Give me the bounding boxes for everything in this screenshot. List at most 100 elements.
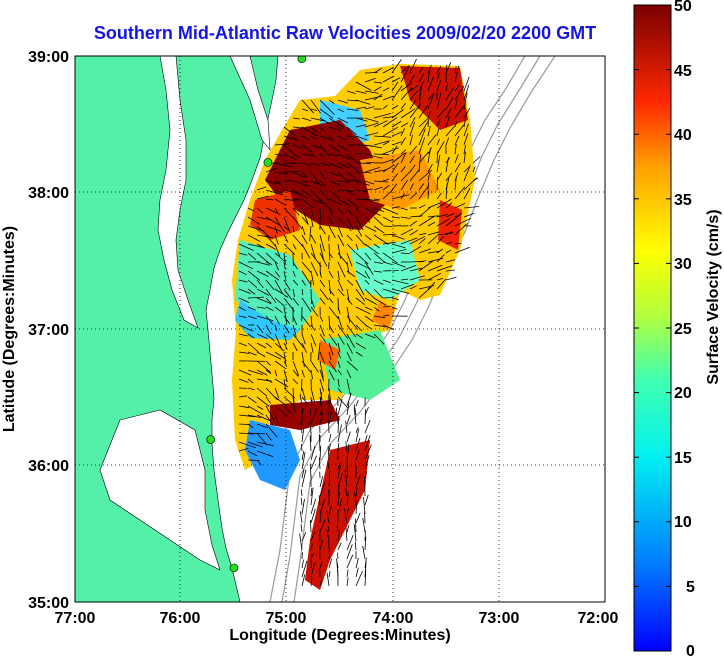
velocity-arrow xyxy=(301,469,305,479)
velocity-arrow xyxy=(373,180,389,183)
velocity-arrow xyxy=(364,306,373,311)
velocity-arrow xyxy=(310,369,313,380)
velocity-arrow xyxy=(265,342,273,348)
velocity-arrow xyxy=(301,189,311,196)
velocity-arrow xyxy=(427,172,430,182)
velocity-arrow xyxy=(310,288,312,304)
velocity-arrow xyxy=(418,216,435,227)
velocity-arrow xyxy=(391,141,402,146)
velocity-arrow xyxy=(265,432,272,441)
velocity-arrow xyxy=(337,99,348,104)
velocity-arrow xyxy=(445,214,461,227)
velocity-arrow xyxy=(346,216,354,231)
velocity-arrow xyxy=(310,306,319,317)
velocity-arrow xyxy=(454,105,465,119)
velocity-arrow xyxy=(310,99,321,114)
velocity-arrow xyxy=(400,264,417,272)
velocity-arrow xyxy=(418,232,427,236)
velocity-arrow xyxy=(346,443,350,461)
velocity-arrow xyxy=(265,414,274,425)
velocity-arrow xyxy=(364,288,375,299)
velocity-arrow xyxy=(265,180,283,185)
velocity-arrow xyxy=(445,269,455,272)
velocity-arrow xyxy=(292,144,303,149)
velocity-arrow xyxy=(265,198,274,201)
velocity-arrow xyxy=(265,225,282,232)
velocity-arrow xyxy=(418,128,426,146)
grid-lines xyxy=(75,56,605,602)
velocity-arrow xyxy=(409,192,418,200)
velocity-arrow xyxy=(454,135,460,146)
velocity-arrow xyxy=(265,369,272,375)
velocity-arrow xyxy=(400,207,408,211)
velocity-arrow xyxy=(382,178,390,182)
velocity-arrow xyxy=(310,171,321,186)
velocity-arrow xyxy=(310,117,324,122)
velocity-arrow xyxy=(337,396,349,409)
velocity-arrow xyxy=(382,184,390,191)
velocity-arrow xyxy=(310,126,318,133)
velocity-arrow xyxy=(427,190,430,200)
velocity-arrow xyxy=(418,204,426,209)
velocity-arrow xyxy=(337,369,342,376)
velocity-arrow xyxy=(265,324,272,335)
velocity-arrow xyxy=(317,342,321,361)
x-tick-label: 74:00 xyxy=(373,610,414,627)
velocity-arrow xyxy=(310,243,316,260)
velocity-arrow xyxy=(472,166,476,173)
velocity-arrow xyxy=(364,243,380,255)
velocity-arrow xyxy=(346,243,356,253)
velocity-arrow xyxy=(328,117,344,128)
velocity-arrow xyxy=(454,154,459,164)
velocity-arrow xyxy=(337,542,342,551)
velocity-arrow xyxy=(256,234,274,239)
velocity-arrow xyxy=(274,333,283,351)
velocity-arrow xyxy=(400,283,415,290)
velocity-arrow xyxy=(301,135,310,141)
velocity-arrow xyxy=(292,207,300,216)
velocity-arrow xyxy=(256,216,272,221)
velocity-arrow xyxy=(391,279,409,285)
velocity-arrow xyxy=(274,225,278,234)
velocity-arrow xyxy=(364,444,372,461)
velocity-arrow xyxy=(319,412,324,425)
velocity-arrow xyxy=(274,324,278,331)
velocity-arrow xyxy=(454,172,459,182)
velocity-arrow xyxy=(362,517,366,533)
velocity-arrow xyxy=(328,144,340,152)
velocity-arrow xyxy=(310,498,317,515)
velocity-arrow xyxy=(310,455,317,470)
velocity-arrow xyxy=(445,213,455,218)
velocity-arrow xyxy=(337,144,348,151)
velocity-arrow xyxy=(301,443,303,452)
y-tick-label: 36:00 xyxy=(28,458,69,475)
velocity-arrow xyxy=(391,152,406,164)
x-tick-label: 76:00 xyxy=(160,610,201,627)
velocity-arrow xyxy=(337,135,347,141)
velocity-arrow xyxy=(310,324,316,331)
velocity-arrow xyxy=(283,252,286,265)
velocity-arrow xyxy=(256,195,269,200)
velocity-arrow xyxy=(346,402,350,416)
velocity-arrow xyxy=(355,450,360,461)
velocity-arrow xyxy=(310,360,319,373)
velocity-arrow xyxy=(373,315,386,319)
velocity-arrow xyxy=(355,270,367,278)
velocity-arrow xyxy=(283,378,286,389)
velocity-arrow xyxy=(292,162,301,165)
velocity-arrow xyxy=(247,270,261,281)
chesapeake-bay xyxy=(157,56,199,329)
velocity-arrow xyxy=(301,426,305,443)
velocity-arrow xyxy=(445,125,456,137)
velocity-arrow xyxy=(354,541,357,551)
velocity-arrow xyxy=(319,391,323,407)
velocity-arrow xyxy=(427,282,436,290)
velocity-arrow xyxy=(364,162,375,164)
velocity-arrow xyxy=(427,235,438,245)
velocity-arrow xyxy=(319,144,331,157)
velocity-arrow xyxy=(328,470,331,479)
velocity-arrow xyxy=(337,198,352,207)
velocity-arrow xyxy=(355,487,358,497)
velocity-arrow xyxy=(364,207,381,216)
velocity-arrow xyxy=(265,396,271,404)
